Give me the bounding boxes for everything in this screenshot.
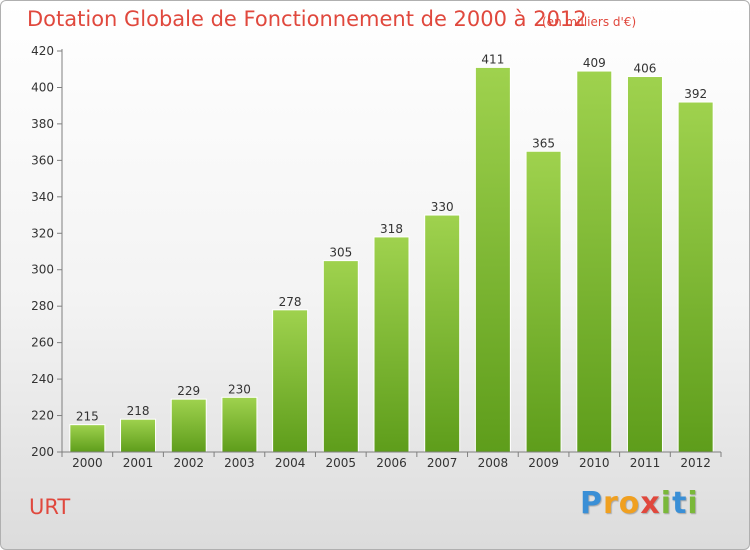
y-tick-label: 340 (31, 190, 54, 204)
x-tick-label: 2010 (579, 456, 610, 470)
y-tick-label: 260 (31, 336, 54, 350)
bars: 215 218 229 230 278 305 318 330 411 365 409 406 392 (69, 52, 714, 453)
x-tick-label: 2007 (427, 456, 458, 470)
bar-2006 (373, 236, 410, 453)
data-label: 411 (481, 52, 504, 66)
data-label: 215 (76, 410, 99, 424)
bar-2009 (525, 150, 562, 453)
x-tick-label: 2009 (528, 456, 559, 470)
logo-letter: x (640, 486, 661, 521)
bar-2012 (677, 101, 714, 453)
y-tick-label: 400 (31, 80, 54, 94)
data-label: 409 (583, 56, 606, 70)
x-tick-label: 2000 (72, 456, 103, 470)
x-tick-label: 2002 (173, 456, 204, 470)
data-label: 406 (634, 62, 657, 76)
data-label: 278 (279, 295, 302, 309)
x-tick-label: 2003 (224, 456, 255, 470)
data-label: 318 (380, 222, 403, 236)
y-tick-label: 380 (31, 117, 54, 131)
data-label: 305 (329, 246, 352, 260)
logo-letter: i (660, 486, 673, 521)
x-tick-label: 2004 (275, 456, 306, 470)
data-label: 365 (532, 136, 555, 150)
data-label: 229 (177, 384, 200, 398)
bar-2011 (626, 76, 663, 453)
data-label: 392 (684, 87, 707, 101)
logo-letter: i (687, 486, 699, 521)
y-tick-label: 360 (31, 153, 54, 167)
x-tick-label: 2012 (680, 456, 711, 470)
logo-letter: t (672, 486, 688, 521)
proxiti-logo: Proxiti (580, 486, 699, 521)
chart-title: Dotation Globale de Fonctionnement de 20… (27, 7, 587, 31)
logo-letter: o (618, 486, 641, 521)
y-tick-label: 220 (31, 409, 54, 423)
data-label: 218 (127, 404, 150, 418)
x-tick-label: 2001 (123, 456, 154, 470)
bar-2000 (69, 424, 106, 453)
x-tick-label: 2006 (376, 456, 407, 470)
place-name: URT (29, 495, 71, 519)
logo-letter: P (580, 486, 603, 521)
bar-2001 (120, 418, 157, 453)
bar-2008 (474, 66, 511, 453)
logo-letter: r (603, 486, 619, 521)
x-tick-label: 2008 (478, 456, 509, 470)
y-tick-label: 200 (31, 445, 54, 459)
bar-2004 (272, 309, 309, 453)
unit-note: (en milliers d'€) (542, 15, 637, 29)
y-tick-label: 300 (31, 263, 54, 277)
y-tick-label: 240 (31, 372, 54, 386)
data-label: 230 (228, 382, 251, 396)
bar-2010 (576, 70, 613, 453)
bar-2007 (424, 214, 461, 453)
y-tick-label: 280 (31, 299, 54, 313)
bar-2002 (170, 398, 207, 453)
y-tick-label: 420 (31, 44, 54, 58)
bar-2003 (221, 396, 258, 453)
axes: 200 220 240 260 280 300 320 340 360 380 400 420 2000… (31, 44, 722, 470)
y-tick-label: 320 (31, 226, 54, 240)
data-label: 330 (431, 200, 454, 214)
x-tick-label: 2011 (630, 456, 661, 470)
x-tick-label: 2005 (326, 456, 357, 470)
bar-2005 (322, 260, 359, 453)
